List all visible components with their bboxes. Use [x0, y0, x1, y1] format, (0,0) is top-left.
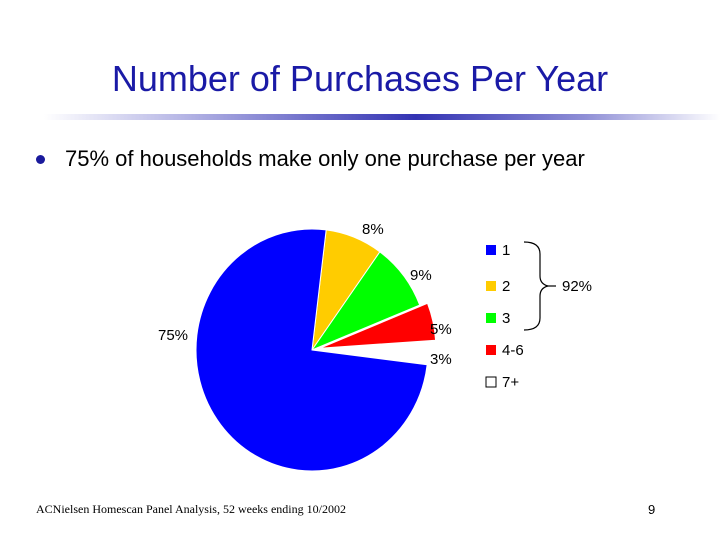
- bullet-item: 75% of households make only one purchase…: [36, 146, 585, 172]
- legend-label-1: 1: [502, 242, 510, 259]
- slice-7-plus-value-label: 3%: [430, 351, 452, 368]
- legend-swatch-4-6: [486, 345, 496, 355]
- slice-4-6-value-label: 5%: [430, 321, 452, 338]
- slice-4-6: [319, 302, 437, 349]
- slice-3: [310, 251, 421, 352]
- legend-swatch-3: [486, 313, 496, 323]
- bullet-text: 75% of households make only one purchase…: [65, 146, 585, 171]
- slice-1-value-label: 75%: [158, 327, 188, 344]
- source-footnote: ACNielsen Homescan Panel Analysis, 52 we…: [36, 502, 346, 516]
- slice-3-value-label: 9%: [410, 267, 432, 284]
- legend-bracket: 92%: [523, 241, 592, 331]
- pie-value-labels: 8% 9% 5% 3% 75%: [158, 221, 452, 368]
- legend-swatch-7-plus: [485, 376, 497, 388]
- bracket-brace: [523, 241, 549, 331]
- legend-label-7-plus: 7+: [502, 374, 519, 391]
- chart-legend: 1 2 3 4-6 7+: [485, 242, 524, 391]
- legend-label-2: 2: [502, 278, 510, 295]
- page-number: 9: [648, 502, 656, 517]
- slice-2-value-label: 8%: [362, 221, 384, 238]
- bullet-dot-icon: [36, 154, 45, 164]
- slide-title: Number of Purchases Per Year: [111, 58, 609, 99]
- legend-label-4-6: 4-6: [502, 342, 524, 359]
- slice-1: [195, 228, 428, 472]
- bracket-label: 92%: [562, 278, 592, 295]
- legend-label-3: 3: [502, 310, 510, 327]
- pie-slices: [195, 228, 437, 472]
- legend-swatch-2: [486, 281, 496, 291]
- title-divider: [44, 114, 720, 120]
- legend-swatch-1: [486, 245, 496, 255]
